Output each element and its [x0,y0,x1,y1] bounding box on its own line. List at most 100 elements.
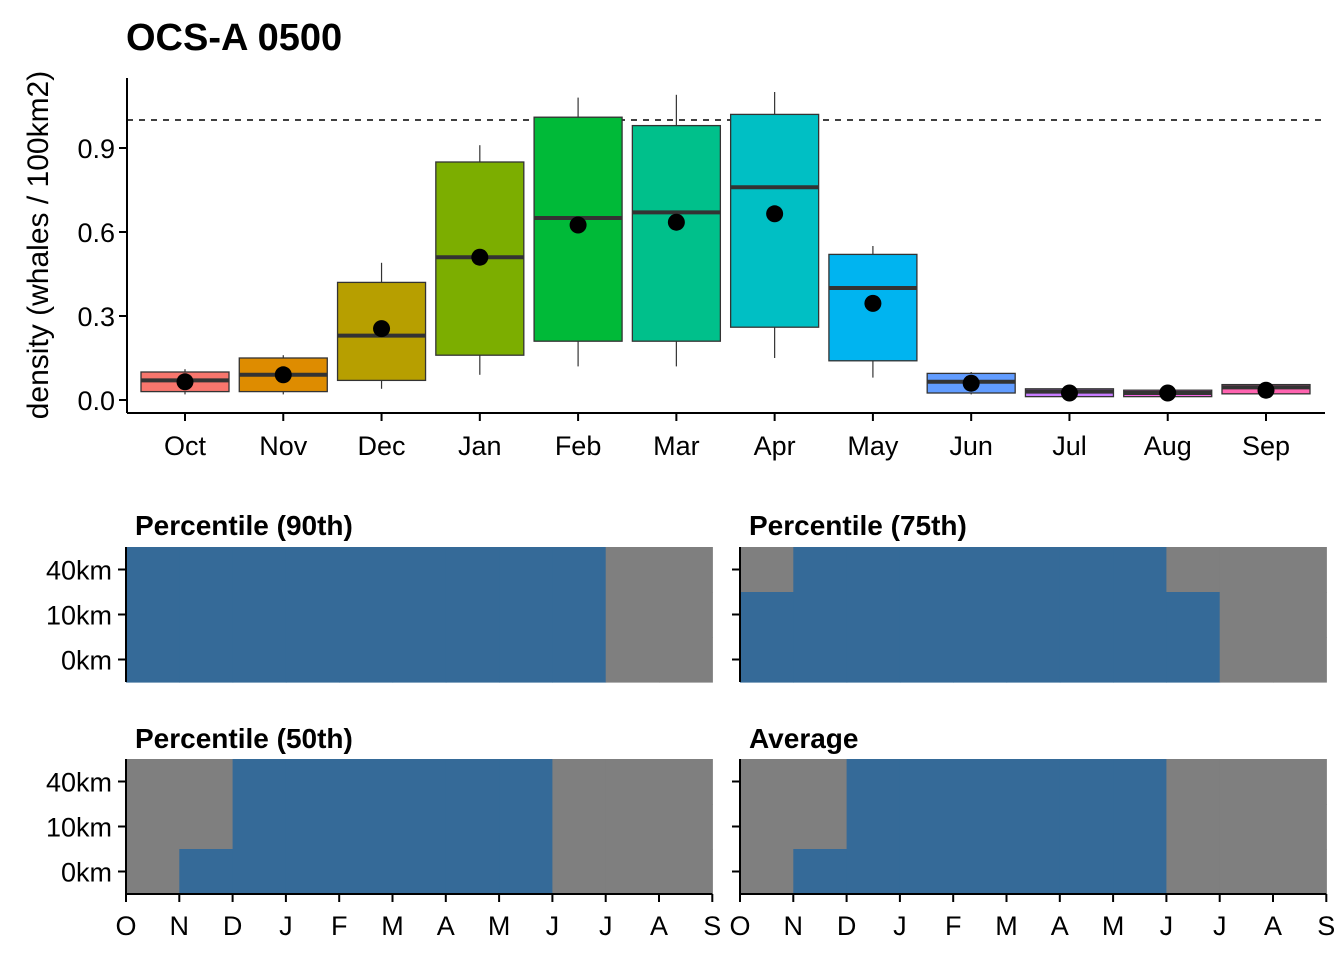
x-tick-label: Feb [555,431,602,461]
mean-point [569,216,587,234]
heatmap-cell [659,547,713,593]
month-tick-label: O [729,911,750,941]
y-tick-label: 0.9 [77,134,115,164]
heatmap-cell [793,804,848,850]
box-sep [1221,381,1311,399]
heatmap-cell [1006,637,1061,683]
heatmap-cell [659,849,713,895]
heatmap-cell [1219,759,1274,805]
heatmap-cell [1006,547,1061,593]
heatmap-cell [285,849,340,895]
heatmap-cell [552,637,607,683]
heatmap-cell [899,637,954,683]
heatmap-cell [499,592,553,638]
box-marks [127,92,1325,402]
month-tick-label: O [115,911,136,941]
heatmap-average: Average O N D J F M A M J J A S [729,723,1335,941]
heatmap-cell [953,759,1008,805]
heatmap-cell [499,849,553,895]
heatmap-cell [392,592,447,638]
heatmap-cell [740,804,794,850]
heatmap-cells [126,759,713,895]
month-tick-label: M [381,911,404,941]
month-tick-label: A [1264,911,1282,941]
heatmap-cell [1219,849,1274,895]
month-tick-label: J [1213,911,1227,941]
heatmap-cell [659,759,713,805]
mean-point [373,320,391,338]
y-tick-label: 0.3 [77,302,115,332]
box-oct [140,369,230,395]
heatmap-cell [499,547,553,593]
heatmap-cell [1219,804,1274,850]
heatmap-cell [1113,804,1167,850]
heatmap-cell [846,547,901,593]
heatmap-cell [179,637,234,683]
heatmap-cell [793,637,848,683]
heatmap-cell [1166,849,1221,895]
y-ticks: 0.0 0.3 0.6 0.9 [77,134,127,416]
month-tick-label: A [1051,911,1069,941]
heatmap-cell [740,592,794,638]
month-tick-label: D [223,911,243,941]
month-tick-label: M [995,911,1018,941]
heatmap-cell [126,637,180,683]
heatmap-cells [126,547,713,683]
month-tick-label: A [650,911,668,941]
box-dec [336,262,427,389]
heatmap-cell [605,592,660,638]
month-tick-label: F [945,911,962,941]
heatmap-cell [445,759,500,805]
heatmap-cell [846,637,901,683]
x-tick-label: Jul [1052,431,1087,461]
mean-point [667,213,685,231]
heatmap-cell [445,592,500,638]
heatmap-cell [339,592,394,638]
heatmap-cell [605,547,660,593]
mean-point [864,294,882,312]
box-aug [1123,384,1213,402]
heatmap-cell [953,547,1008,593]
box-mar [631,94,722,367]
mean-point [962,374,980,392]
heatmap-cell [1113,759,1167,805]
month-tick-label: M [1102,911,1125,941]
x-tick-label: Sep [1242,431,1290,461]
heatmap-cell [740,759,794,805]
heatmap-cell [552,849,607,895]
heatmap-cell [339,849,394,895]
heatmap-cell [392,759,447,805]
y-tick-label: 0.6 [77,218,115,248]
heatmap-cell [740,637,794,683]
heatmap-cell [846,804,901,850]
heatmap-cell [392,637,447,683]
box-nov [238,355,328,395]
heatmap-cell [232,804,287,850]
box-apr [729,92,820,358]
heatmap-cell [445,547,500,593]
heatmap-cell [339,637,394,683]
month-tick-label: N [784,911,804,941]
heatmap-cell [1113,637,1167,683]
panel-title: Percentile (90th) [135,510,353,541]
heatmap-cell [232,637,287,683]
heatmap-cell [392,804,447,850]
heatmap-cell [126,547,180,593]
month-tick-label: S [703,911,721,941]
heatmap-cell [339,759,394,805]
heatmap-cell [846,592,901,638]
heatmap-percentile-75th: Percentile (75th) [732,510,1327,683]
box-iqr [631,124,722,342]
heatmap-cell [1059,804,1114,850]
month-tick-label: F [331,911,348,941]
heatmap-cell [392,849,447,895]
y-tick-label: 0.0 [77,386,115,416]
heatmap-cell [953,637,1008,683]
heatmap-cell [552,759,607,805]
heatmap-cell [179,547,234,593]
mean-point [176,373,194,391]
heatmap-cell [445,637,500,683]
heatmap-cell [1166,592,1221,638]
x-tick-label: Jun [949,431,993,461]
